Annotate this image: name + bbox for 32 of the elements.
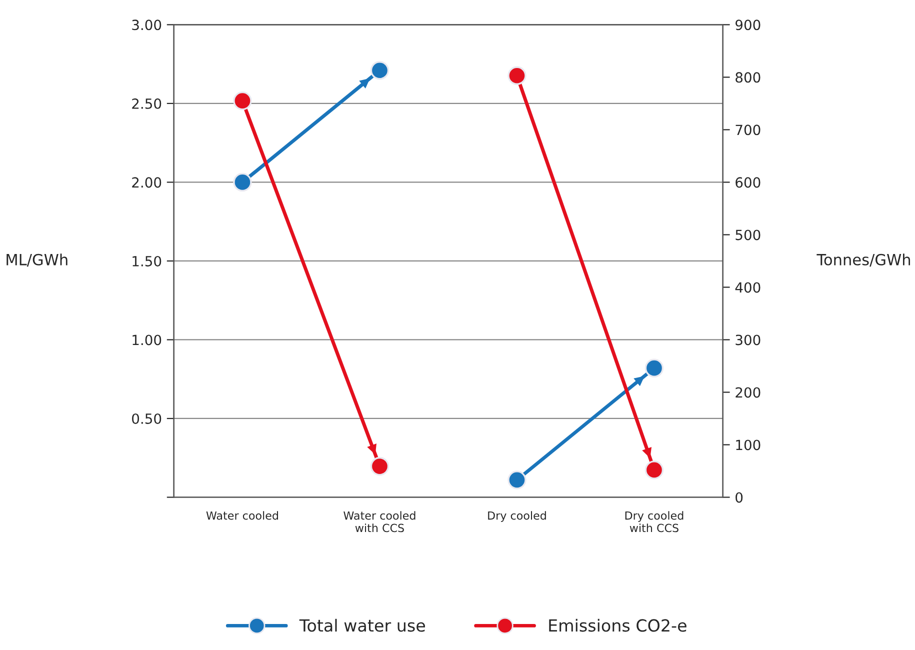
y2-tick-label: 800 — [736, 72, 760, 83]
x-tick-label: Dry cooled with CCS — [625, 511, 684, 532]
x-tick-label: Water cooled with CCS — [344, 511, 416, 532]
y-tick-label: 0.50 — [132, 413, 162, 424]
y2-tick-label: 500 — [736, 230, 760, 240]
y-axis-title: ML/GWh — [6, 254, 68, 267]
y2-tick-label: 100 — [736, 440, 760, 450]
point — [644, 358, 664, 378]
y2-tick-label: 700 — [736, 124, 760, 136]
y-tick-label: 2.00 — [132, 177, 162, 188]
y-tick-label: 3.00 — [132, 20, 162, 30]
y2-tick-label: 600 — [736, 177, 760, 188]
y2-tick-label: 200 — [736, 387, 760, 398]
y2-tick-label: 900 — [736, 20, 760, 30]
legend-label: Total water use — [299, 618, 425, 632]
x-tick-label: Dry cooled — [488, 511, 546, 522]
point — [370, 61, 390, 80]
point — [644, 460, 664, 480]
y2-tick-label: 0 — [736, 492, 743, 503]
point — [233, 91, 252, 110]
point — [233, 172, 252, 192]
x-tick-label: Water cooled — [206, 511, 278, 520]
y2-axis-title: Tonnes/GWh — [816, 254, 910, 267]
y-tick-label: 2.50 — [132, 98, 162, 109]
y-tick-label: 1.50 — [132, 256, 162, 266]
point — [370, 456, 390, 476]
y2-tick-label: 300 — [736, 334, 760, 346]
point — [508, 470, 526, 490]
legend-label: Emissions CO2-e — [549, 618, 686, 632]
y-tick-label: 1.00 — [132, 334, 162, 346]
y2-tick-label: 400 — [735, 282, 760, 293]
point — [508, 66, 526, 85]
